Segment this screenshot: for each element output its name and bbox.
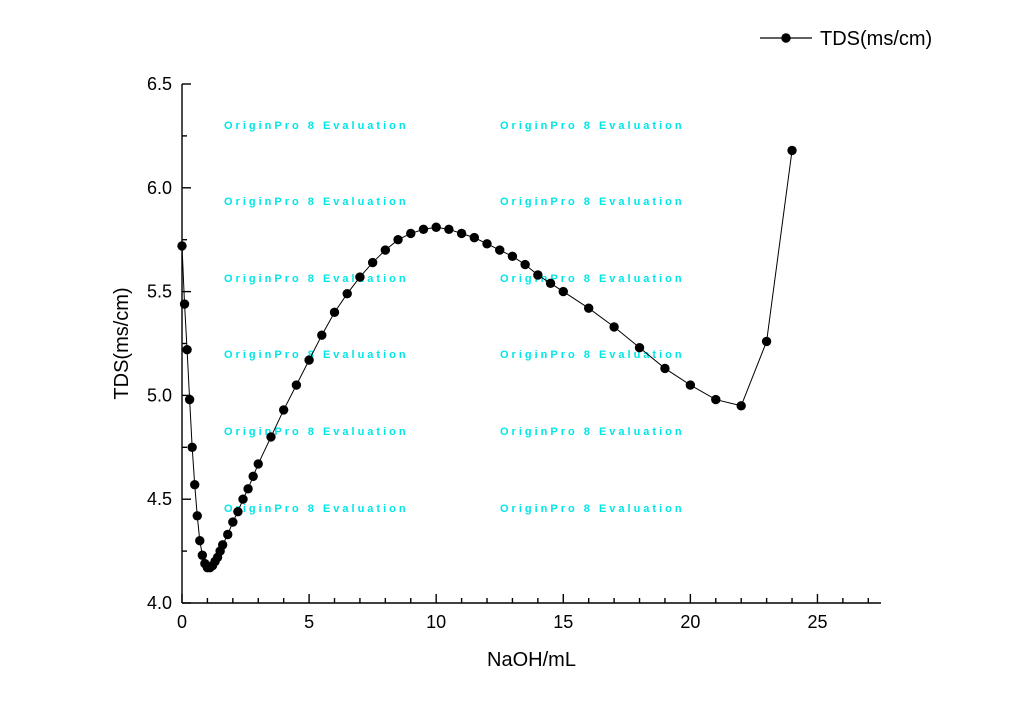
x-axis-title: NaOH/mL [487,649,576,671]
data-point [217,540,228,550]
watermark-text: OriginPro 8 Evaluation [500,349,685,361]
watermark-layer: OriginPro 8 Evaluation OriginPro 8 Evalua… [224,120,685,515]
data-point [329,307,340,318]
y-tick-label: 5.5 [147,282,172,302]
data-point [482,239,492,249]
data-point [243,484,253,494]
data-point [248,471,258,482]
data-point [545,278,556,288]
data-point [787,145,797,156]
watermark-text: OriginPro 8 Evaluation [224,349,409,361]
data-point [228,517,238,527]
watermark-text: OriginPro 8 Evaluation [224,426,409,438]
x-tick-label: 0 [177,612,187,632]
data-point [418,224,429,235]
data-point [456,228,467,239]
tick-labels: 0 5 10 15 20 25 4.0 4.5 5.0 5.5 6.0 6.5 [147,74,828,632]
data-point [253,459,263,469]
data-point [495,245,505,255]
data-point [431,222,441,232]
data-point [195,536,205,546]
data-point [197,550,208,560]
legend-label: TDS(ms/cm) [820,28,932,50]
watermark-text: OriginPro 8 Evaluation [500,273,685,285]
y-tick-label: 5.0 [147,385,172,405]
watermark-text: OriginPro 8 Evaluation [224,196,409,208]
data-point [406,228,416,239]
data-point [278,405,289,415]
data-point [233,506,243,517]
data-point [507,251,518,262]
watermark-text: OriginPro 8 Evaluation [500,503,685,515]
data-point [317,330,327,340]
y-tick-label: 6.0 [147,178,172,198]
legend-marker [781,33,791,43]
data-point [469,232,480,243]
data-point [367,257,378,268]
watermark-text: OriginPro 8 Evaluation [500,196,685,208]
watermark-text: OriginPro 8 Evaluation [224,120,409,132]
x-tick-label: 20 [680,612,700,632]
watermark-text: OriginPro 8 Evaluation [500,426,685,438]
y-tick-label: 4.0 [147,593,172,613]
data-point [609,322,619,332]
data-point [291,380,302,390]
data-point [190,479,200,490]
data-point [558,286,568,297]
data-point [660,363,670,374]
data-point [634,342,645,353]
data-points [177,145,797,573]
data-point [355,272,365,282]
data-point [238,494,248,504]
data-point [533,270,543,280]
watermark-text: OriginPro 8 Evaluation [224,503,409,515]
data-point [223,529,233,540]
y-tick-label: 4.5 [147,489,172,509]
x-tick-label: 25 [807,612,827,632]
legend: TDS(ms/cm) [760,28,932,50]
data-point [184,394,195,405]
data-point [583,303,594,313]
x-tick-label: 10 [426,612,446,632]
data-point [342,288,352,299]
y-axis-title: TDS(ms/cm) [111,287,133,399]
watermark-text: OriginPro 8 Evaluation [500,120,685,132]
data-point [685,380,696,390]
data-point [182,345,192,355]
data-point [380,245,391,255]
y-tick-label: 6.5 [147,74,172,94]
data-point [393,235,403,245]
data-point [761,336,772,347]
data-point [304,355,314,365]
data-point [179,299,190,309]
data-point [187,442,197,452]
watermark-text: OriginPro 8 Evaluation [224,273,409,285]
data-point [711,394,721,405]
x-tick-label: 5 [304,612,314,632]
data-point [444,224,454,235]
data-point [177,241,187,251]
data-point [266,432,276,442]
x-tick-label: 15 [553,612,573,632]
data-point [520,259,530,270]
data-point [192,511,202,521]
data-point [736,401,746,411]
axes [181,83,881,604]
